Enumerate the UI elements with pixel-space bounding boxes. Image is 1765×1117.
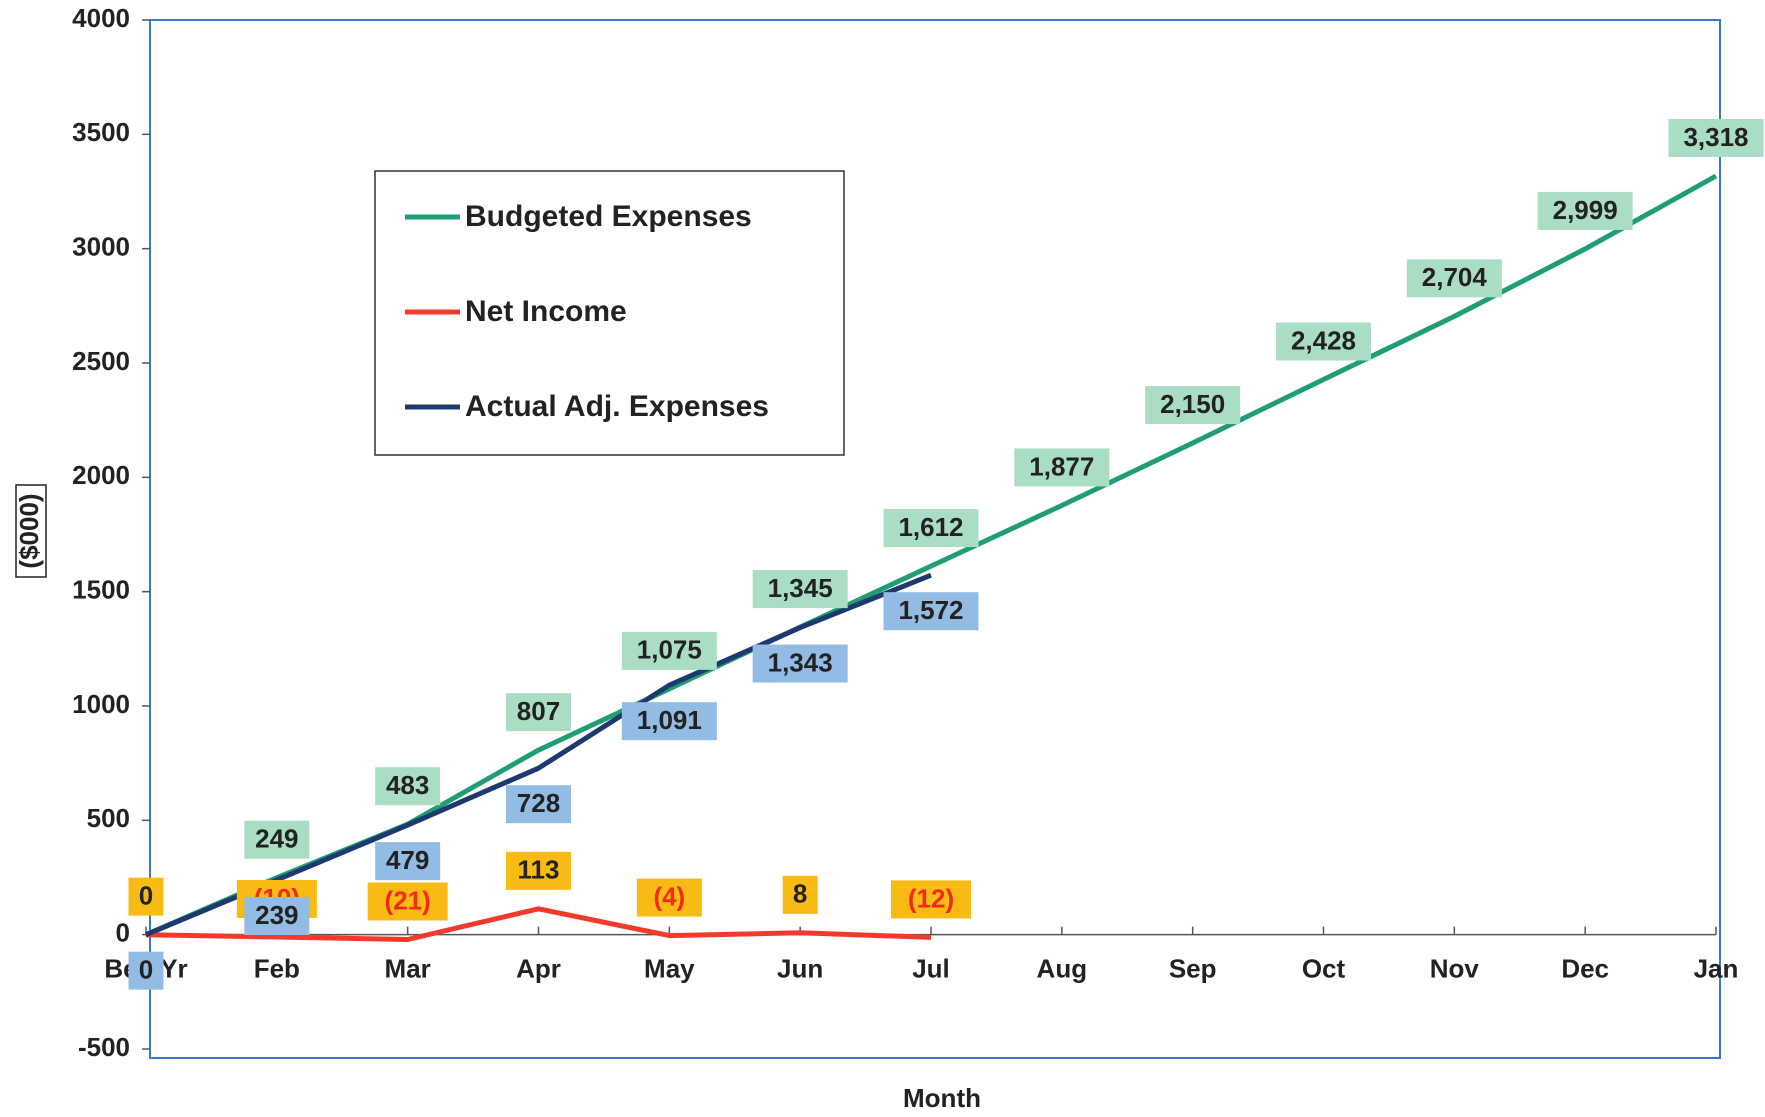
y-tick-label: 0 — [116, 918, 130, 948]
x-tick-label: Oct — [1302, 954, 1346, 984]
x-tick-label: May — [644, 954, 695, 984]
y-tick-label: 500 — [87, 803, 130, 833]
data-label: (12) — [908, 883, 954, 913]
plot-frame — [149, 19, 1721, 1059]
legend-label: Actual Adj. Expenses — [465, 390, 769, 423]
data-label: 1,877 — [1029, 451, 1094, 481]
label-box — [621, 702, 717, 741]
label-box — [375, 767, 441, 806]
legend-label: Budgeted Expenses — [465, 200, 752, 233]
data-label: 1,091 — [637, 705, 702, 735]
x-tick-label: Apr — [516, 954, 561, 984]
data-label: 3,318 — [1683, 122, 1748, 152]
y-tick-label: 1500 — [72, 575, 130, 605]
data-label: 479 — [386, 845, 429, 875]
data-label: (4) — [653, 881, 685, 911]
y-tick-label: 3000 — [72, 232, 130, 262]
y-axis-label: ($000) — [14, 493, 44, 568]
x-axis-label: Month — [903, 1083, 981, 1113]
data-label: 0 — [139, 881, 153, 911]
label-box — [506, 851, 571, 890]
label-box — [636, 878, 702, 917]
data-label: 1,343 — [768, 647, 833, 677]
label-box — [1014, 448, 1110, 487]
data-label: (21) — [385, 885, 431, 915]
data-label: 2,704 — [1422, 262, 1488, 292]
data-label: 8 — [793, 879, 807, 909]
label-box — [506, 785, 571, 824]
label-box — [1145, 386, 1241, 425]
label-box — [375, 842, 441, 881]
x-tick-label: Dec — [1561, 954, 1609, 984]
data-label: 239 — [255, 900, 298, 930]
data-label: 1,612 — [898, 512, 963, 542]
y-tick-label: 2500 — [72, 346, 130, 376]
label-box — [506, 693, 571, 732]
y-tick-label: 1000 — [72, 689, 130, 719]
x-tick-label: Nov — [1430, 954, 1480, 984]
y-tick-label: -500 — [78, 1032, 130, 1062]
label-box — [128, 951, 164, 990]
label-box — [782, 875, 818, 914]
label-box — [752, 570, 848, 609]
data-label: 483 — [386, 770, 429, 800]
label-box — [891, 880, 971, 919]
x-tick-label: Sep — [1169, 954, 1217, 984]
label-box — [1537, 191, 1633, 230]
data-label: 2,150 — [1160, 389, 1225, 419]
data-label: 807 — [517, 696, 560, 726]
label-box — [1668, 118, 1764, 157]
x-tick-label: Jul — [912, 954, 950, 984]
label-box — [883, 509, 979, 548]
y-tick-label: 2000 — [72, 460, 130, 490]
label-box — [621, 631, 717, 670]
data-label: 2,428 — [1291, 325, 1356, 355]
x-tick-label: Mar — [385, 954, 431, 984]
series-line — [145, 906, 932, 942]
y-tick-label: 3500 — [72, 117, 130, 147]
y-tick-label: 4000 — [72, 3, 130, 33]
data-label: 0 — [139, 955, 153, 985]
label-box — [367, 882, 448, 921]
x-tick-label: Feb — [254, 954, 300, 984]
x-tick-label: Jan — [1694, 954, 1739, 984]
data-label: 728 — [517, 788, 560, 818]
label-box — [1406, 259, 1502, 298]
data-label: 113 — [518, 855, 560, 885]
label-box — [128, 877, 164, 916]
data-label: 2,999 — [1553, 195, 1618, 225]
data-label: 1,572 — [898, 595, 963, 625]
data-label: 249 — [255, 824, 298, 854]
legend-label: Net Income — [465, 295, 627, 328]
label-box — [752, 644, 848, 683]
y-label-frame — [15, 484, 47, 578]
x-tick-label: Aug — [1037, 954, 1088, 984]
label-box — [244, 897, 310, 936]
label-box — [1276, 322, 1371, 361]
label-box — [883, 592, 979, 631]
data-label: 1,075 — [637, 635, 702, 665]
data-label: 1,345 — [768, 573, 833, 603]
label-box — [244, 820, 310, 859]
x-tick-label: Jun — [777, 954, 823, 984]
